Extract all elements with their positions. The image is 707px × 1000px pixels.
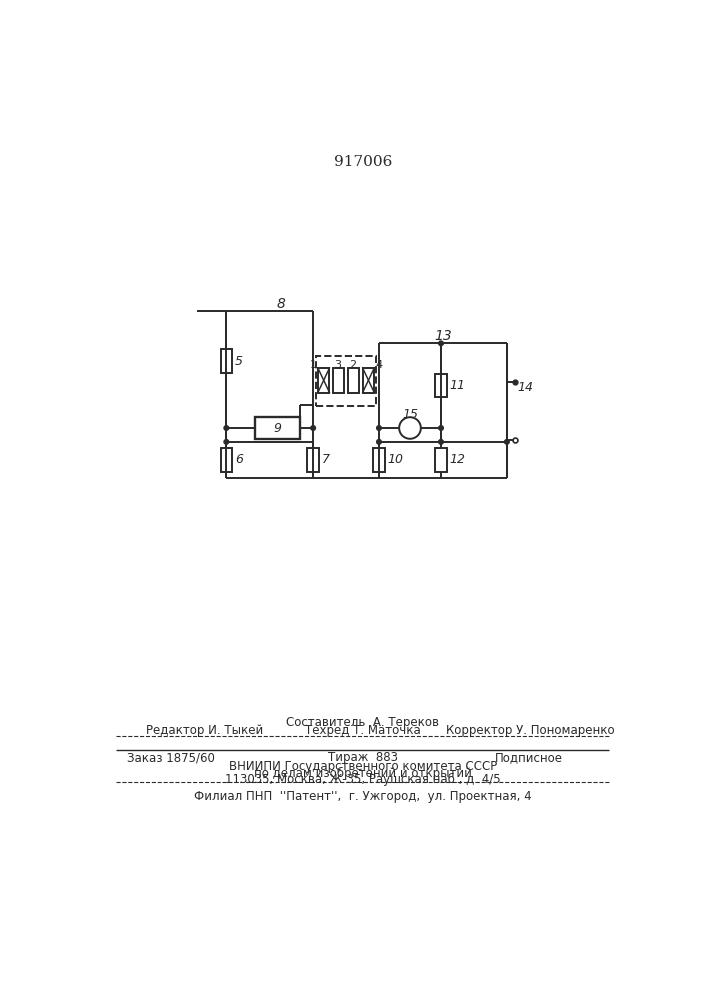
Text: Филиал ПНП  ''Патент'',  г. Ужгород,  ул. Проектная, 4: Филиал ПНП ''Патент'', г. Ужгород, ул. П… bbox=[194, 790, 532, 803]
Text: Составитель  А. Тереков: Составитель А. Тереков bbox=[286, 716, 439, 729]
Text: 11: 11 bbox=[450, 379, 465, 392]
Text: 1: 1 bbox=[310, 360, 317, 370]
Bar bbox=[255, 417, 300, 439]
Bar bbox=[221, 349, 232, 373]
Text: Заказ 1875/60: Заказ 1875/60 bbox=[127, 751, 215, 764]
Text: по делам изобретений и открытий: по делам изобретений и открытий bbox=[254, 766, 472, 780]
Circle shape bbox=[311, 426, 315, 430]
Circle shape bbox=[224, 440, 228, 444]
Circle shape bbox=[438, 426, 443, 430]
Bar bbox=[333, 368, 344, 393]
Text: 9: 9 bbox=[274, 422, 281, 434]
Bar bbox=[348, 368, 359, 393]
Text: 6: 6 bbox=[235, 453, 243, 466]
Bar bbox=[436, 374, 447, 397]
Text: Корректор У. Пономаренко: Корректор У. Пономаренко bbox=[446, 724, 614, 737]
Text: 8: 8 bbox=[277, 297, 286, 311]
Bar bbox=[316, 356, 376, 406]
Text: 917006: 917006 bbox=[334, 155, 392, 169]
Text: 10: 10 bbox=[387, 453, 404, 466]
Bar bbox=[373, 448, 385, 472]
Circle shape bbox=[438, 341, 443, 346]
Circle shape bbox=[224, 426, 228, 430]
Text: ВНИИПИ Государственного комитета СССР: ВНИИПИ Государственного комитета СССР bbox=[228, 760, 497, 773]
Text: 4: 4 bbox=[375, 360, 382, 370]
Text: 5: 5 bbox=[235, 355, 243, 368]
Bar bbox=[308, 448, 319, 472]
Bar bbox=[221, 448, 232, 472]
Text: 3: 3 bbox=[334, 360, 341, 370]
Text: 113035, Москва, Ж-35, Раушская наб., д. 4/5: 113035, Москва, Ж-35, Раушская наб., д. … bbox=[225, 773, 501, 786]
Bar bbox=[436, 448, 447, 472]
Text: Редактор И. Тыкей: Редактор И. Тыкей bbox=[146, 724, 264, 737]
Text: 14: 14 bbox=[517, 381, 533, 394]
Circle shape bbox=[505, 440, 509, 444]
Text: Тираж  883: Тираж 883 bbox=[328, 751, 398, 764]
Bar bbox=[363, 368, 374, 393]
Text: Подписное: Подписное bbox=[495, 751, 563, 764]
Circle shape bbox=[377, 440, 381, 444]
Text: Техред Т. Маточка: Техред Т. Маточка bbox=[305, 724, 421, 737]
Text: 7: 7 bbox=[322, 453, 329, 466]
Text: 12: 12 bbox=[450, 453, 465, 466]
Text: 2: 2 bbox=[349, 360, 356, 370]
Text: 13: 13 bbox=[434, 329, 452, 343]
Text: 15: 15 bbox=[402, 408, 418, 421]
Circle shape bbox=[377, 426, 381, 430]
Bar bbox=[318, 368, 329, 393]
Circle shape bbox=[438, 440, 443, 444]
